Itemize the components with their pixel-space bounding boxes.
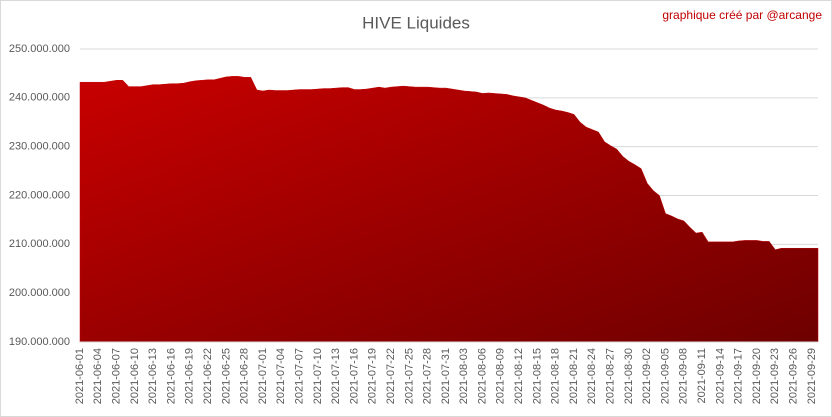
x-tick-label: 2021-06-07 (111, 348, 123, 404)
x-tick-label: 2021-06-13 (147, 348, 159, 404)
x-tick-label: 2021-09-05 (659, 348, 671, 404)
x-tick-label: 2021-09-26 (788, 348, 800, 404)
x-tick-label: 2021-09-23 (769, 348, 781, 404)
x-tick-label: 2021-08-12 (513, 348, 525, 404)
x-tick-label: 2021-08-24 (586, 348, 598, 404)
x-tick-label: 2021-07-13 (330, 348, 342, 404)
x-tick-label: 2021-07-31 (440, 348, 452, 404)
y-tick-label: 200.000.000 (9, 287, 70, 299)
x-tick-label: 2021-09-11 (696, 348, 708, 403)
y-tick-label: 230.000.000 (9, 141, 70, 153)
x-tick-label: 2021-08-09 (495, 348, 507, 404)
x-tick-label: 2021-07-16 (348, 348, 360, 404)
x-tick-label: 2021-09-17 (733, 348, 745, 404)
y-tick-label: 250.000.000 (9, 43, 70, 55)
x-tick-label: 2021-08-03 (458, 348, 470, 404)
x-tick-label: 2021-06-01 (74, 348, 86, 404)
x-tick-label: 2021-06-04 (92, 348, 104, 404)
annotation: graphique créé par @arcange (662, 8, 822, 22)
x-tick-label: 2021-08-18 (550, 348, 562, 404)
x-tick-label: 2021-07-19 (367, 348, 379, 404)
y-tick-label: 240.000.000 (9, 92, 70, 104)
x-tick-label: 2021-08-15 (531, 348, 543, 404)
x-tick-label: 2021-06-28 (239, 348, 251, 404)
x-tick-label: 2021-07-01 (257, 348, 269, 404)
x-tick-label: 2021-07-22 (385, 348, 397, 404)
y-tick-label: 210.000.000 (9, 238, 70, 250)
x-tick-label: 2021-07-04 (275, 348, 287, 404)
x-tick-label: 2021-08-21 (568, 348, 580, 404)
x-tick-label: 2021-06-10 (129, 348, 141, 404)
x-tick-label: 2021-08-30 (623, 348, 635, 404)
x-tick-label: 2021-07-28 (422, 348, 434, 404)
x-tick-label: 2021-07-07 (293, 348, 305, 404)
x-tick-label: 2021-09-20 (751, 348, 763, 404)
x-tick-label: 2021-06-16 (165, 348, 177, 404)
x-tick-label: 2021-06-19 (184, 348, 196, 404)
x-tick-label: 2021-07-25 (403, 348, 415, 404)
chart-title: HIVE Liquides (362, 13, 470, 32)
area (79, 76, 819, 343)
x-tick-label: 2021-06-22 (202, 348, 214, 404)
x-tick-label: 2021-06-25 (220, 348, 232, 404)
y-tick-label: 190.000.000 (9, 336, 70, 348)
x-tick-label: 2021-09-08 (678, 348, 690, 404)
x-tick-label: 2021-09-02 (641, 348, 653, 404)
x-tick-label: 2021-07-10 (312, 348, 324, 404)
x-tick-label: 2021-08-27 (605, 348, 617, 404)
x-tick-label: 2021-08-06 (476, 348, 488, 404)
y-tick-label: 220.000.000 (9, 189, 70, 201)
x-tick-label: 2021-09-29 (806, 348, 818, 404)
x-tick-label: 2021-09-14 (714, 348, 726, 404)
